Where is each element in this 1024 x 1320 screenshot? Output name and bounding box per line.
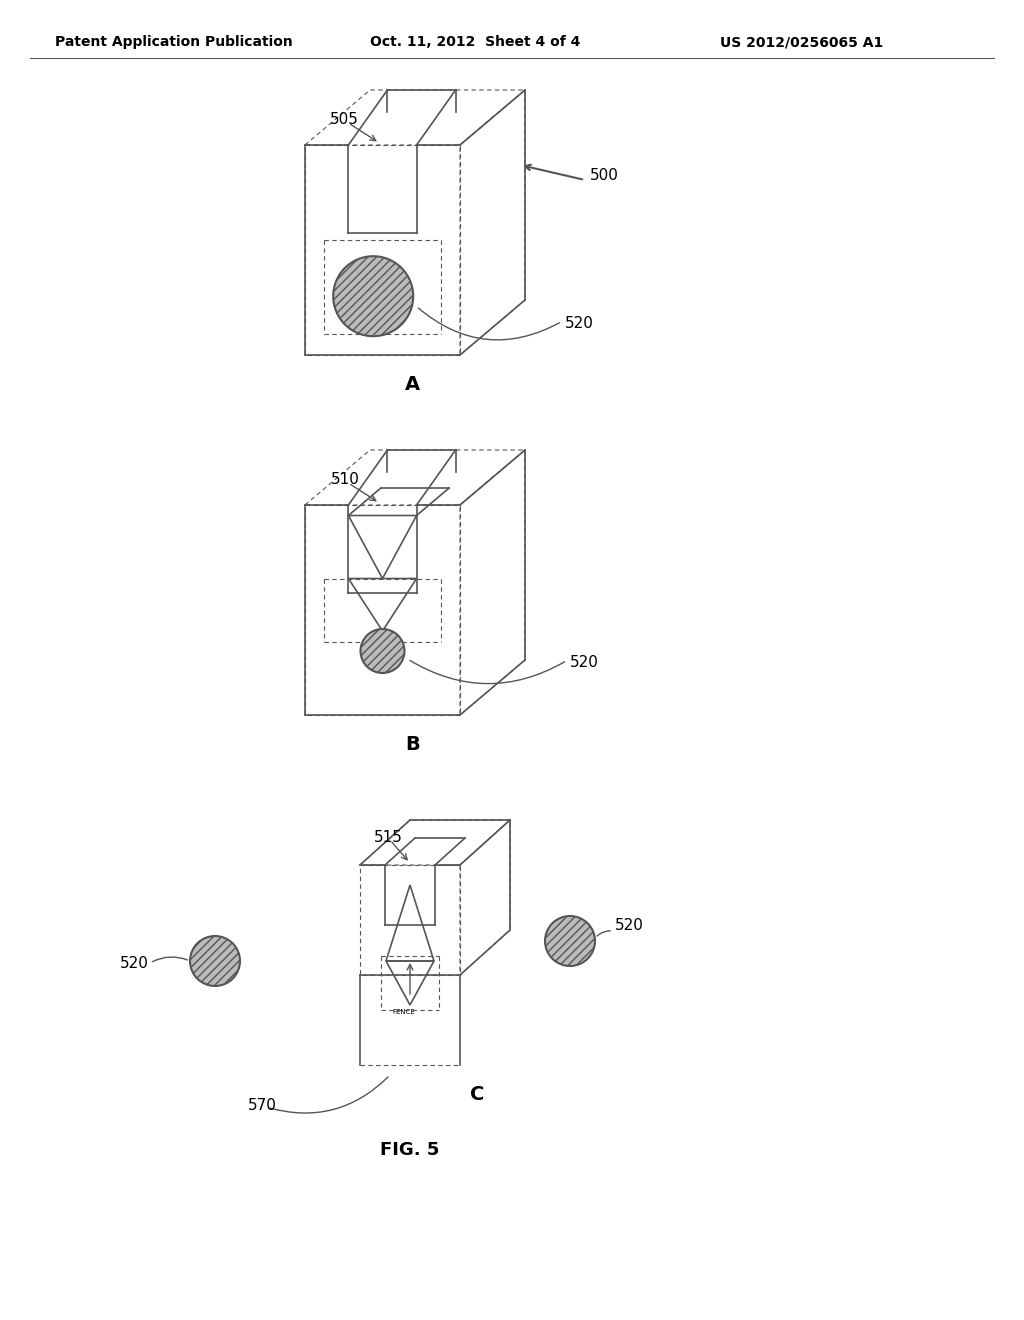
Text: C: C — [470, 1085, 484, 1105]
Text: Oct. 11, 2012  Sheet 4 of 4: Oct. 11, 2012 Sheet 4 of 4 — [370, 36, 581, 49]
FancyArrowPatch shape — [410, 660, 564, 684]
Text: 520: 520 — [120, 957, 148, 972]
Text: FIG. 5: FIG. 5 — [380, 1140, 439, 1159]
Text: 520: 520 — [570, 655, 599, 671]
FancyArrowPatch shape — [419, 308, 559, 339]
Text: US 2012/0256065 A1: US 2012/0256065 A1 — [720, 36, 884, 49]
FancyArrowPatch shape — [268, 1077, 388, 1113]
Circle shape — [360, 630, 404, 673]
Text: 505: 505 — [330, 112, 358, 128]
Circle shape — [545, 916, 595, 966]
Circle shape — [333, 256, 414, 337]
Text: 520: 520 — [565, 315, 594, 331]
Text: 570: 570 — [248, 1097, 276, 1113]
FancyArrowPatch shape — [153, 957, 187, 962]
Circle shape — [190, 936, 240, 986]
Text: A: A — [406, 375, 421, 395]
Text: FENCE: FENCE — [392, 1008, 415, 1015]
Text: 515: 515 — [374, 829, 402, 845]
Text: B: B — [406, 735, 420, 755]
Bar — [305, 506, 460, 715]
Text: 510: 510 — [332, 473, 360, 487]
Text: 520: 520 — [615, 919, 644, 933]
Text: 500: 500 — [590, 168, 618, 182]
FancyArrowPatch shape — [597, 931, 610, 936]
Bar — [360, 865, 460, 975]
Bar — [305, 145, 460, 355]
Text: Patent Application Publication: Patent Application Publication — [55, 36, 293, 49]
